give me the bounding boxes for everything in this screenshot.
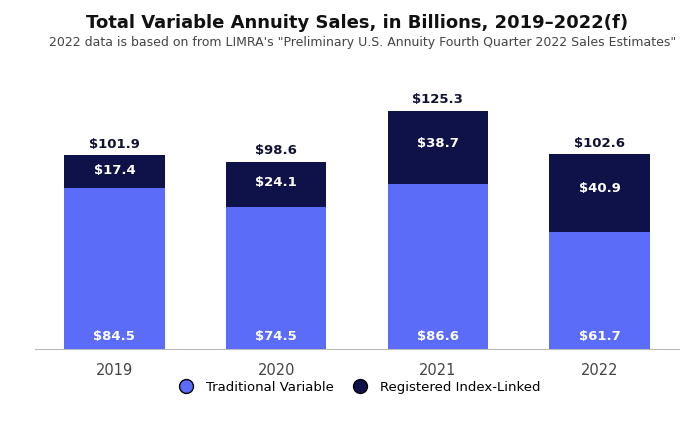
Bar: [226, 162, 326, 208]
Bar: [388, 111, 488, 184]
Bar: [64, 188, 164, 349]
Bar: [388, 184, 488, 349]
Text: 2022 data is based on from LIMRA's "Preliminary U.S. Annuity Fourth Quarter 2022: 2022 data is based on from LIMRA's "Prel…: [49, 36, 676, 49]
Text: $24.1: $24.1: [256, 176, 297, 189]
Bar: [550, 232, 650, 349]
Text: $84.5: $84.5: [94, 330, 135, 343]
Text: $17.4: $17.4: [94, 164, 135, 177]
Legend: Traditional Variable, Registered Index-Linked: Traditional Variable, Registered Index-L…: [168, 376, 546, 399]
Text: $74.5: $74.5: [256, 330, 297, 343]
Text: $101.9: $101.9: [89, 138, 140, 151]
Text: $40.9: $40.9: [579, 182, 620, 195]
Text: $102.6: $102.6: [574, 137, 625, 150]
Text: $125.3: $125.3: [412, 93, 463, 107]
Text: $98.6: $98.6: [256, 144, 297, 157]
Text: $38.7: $38.7: [417, 137, 458, 150]
Text: $61.7: $61.7: [579, 330, 620, 343]
Bar: [550, 154, 650, 232]
Text: $86.6: $86.6: [417, 330, 459, 343]
Title: Total Variable Annuity Sales, in Billions, 2019–2022(f): Total Variable Annuity Sales, in Billion…: [86, 14, 628, 32]
Bar: [226, 208, 326, 349]
Bar: [64, 155, 164, 188]
